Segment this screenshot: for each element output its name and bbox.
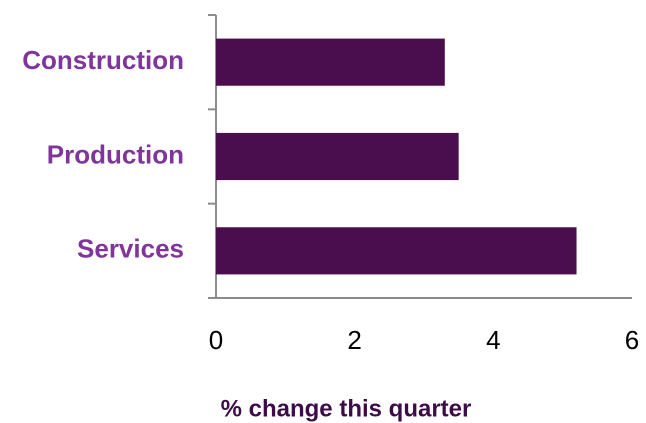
y-tick-label: Construction (22, 45, 184, 75)
x-tick-label: 6 (625, 325, 639, 355)
bar (216, 227, 577, 275)
y-tick-label: Services (77, 234, 184, 264)
x-axis-label: % change this quarter (221, 395, 472, 422)
x-tick-label: 4 (486, 325, 500, 355)
x-tick-label: 2 (347, 325, 361, 355)
x-tick-label: 0 (209, 325, 223, 355)
y-tick-label: Production (47, 139, 184, 169)
bar (216, 38, 445, 86)
bar (216, 132, 459, 181)
